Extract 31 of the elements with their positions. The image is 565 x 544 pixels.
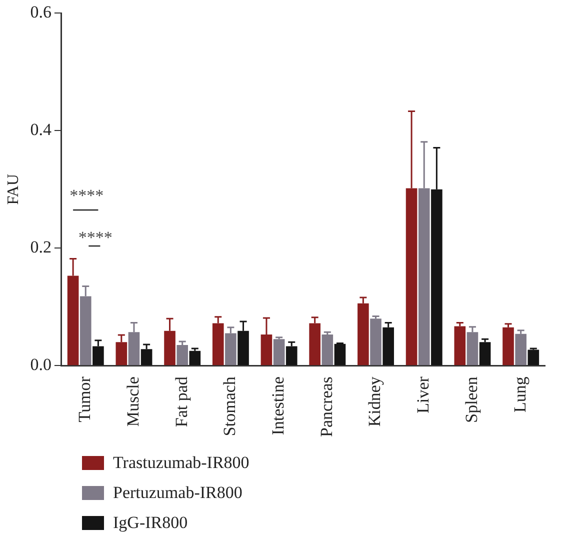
x-tick-label: Spleen [462, 376, 481, 423]
y-tick-label: 0.6 [30, 2, 52, 22]
bar [479, 342, 491, 366]
bar [322, 334, 334, 366]
x-tick-label: Tumor [75, 376, 94, 422]
x-tick-label: Intestine [268, 376, 288, 436]
bar [454, 326, 466, 366]
bar [189, 350, 201, 366]
x-tick-label: Kidney [365, 376, 384, 427]
x-tick-label: Pancreas [316, 376, 336, 438]
legend-label: IgG-IR800 [113, 513, 188, 533]
y-tick-label: 0.2 [30, 238, 52, 257]
bar [334, 344, 346, 366]
x-tick-label: Stomach [220, 376, 240, 436]
bar [273, 339, 285, 366]
x-tick-label: Fat pad [172, 376, 191, 428]
y-tick-label: 0.0 [30, 355, 52, 374]
bar [176, 345, 188, 366]
x-tick-label: Muscle [123, 376, 142, 427]
x-tick-label: Liver [414, 376, 433, 414]
x-tick-label: Lung [510, 376, 530, 412]
bar [515, 334, 526, 366]
annotation: **** [70, 186, 104, 205]
y-tick-label: 0.4 [30, 120, 52, 140]
bar [502, 327, 514, 366]
y-axis-title: FAU [4, 174, 22, 205]
bar [528, 350, 540, 366]
legend-label: Pertuzumab-IR800 [113, 483, 242, 503]
annotation: **** [78, 228, 112, 247]
bar [370, 318, 382, 366]
legend-label: Trastuzumab-IR800 [113, 453, 250, 473]
